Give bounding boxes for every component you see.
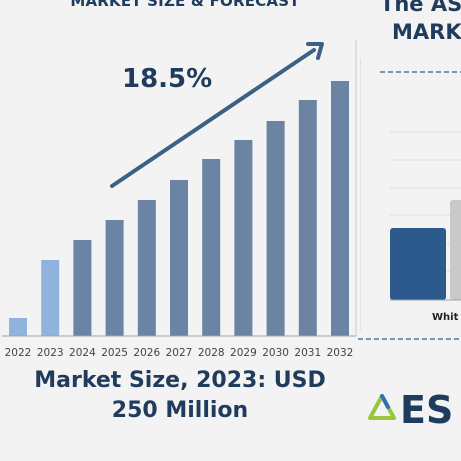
year-label-2023: 2023 [37, 347, 64, 359]
year-label-2022: 2022 [5, 347, 32, 359]
logo-icon [368, 394, 396, 420]
bar-2027 [170, 180, 188, 336]
right-bar-label: Whit [432, 312, 459, 323]
subtitle-line1: Market Size, 2023: USD [34, 368, 326, 393]
year-label-2027: 2027 [166, 347, 193, 359]
year-label-2028: 2028 [198, 347, 225, 359]
bar-2024 [73, 240, 92, 336]
bar-2029 [234, 140, 253, 336]
right-title-line1: The AS [380, 0, 461, 16]
bar-2031 [298, 100, 317, 336]
right-grey-bar [450, 200, 461, 300]
year-label-2025: 2025 [101, 347, 128, 359]
market-size-subtitle: Market Size, 2023: USD 250 Million [0, 366, 360, 426]
year-label-2032: 2032 [327, 347, 354, 359]
right-panel-title: The AS MARKE [380, 0, 461, 46]
year-label-2029: 2029 [230, 347, 257, 359]
right-title-line2: MARKE [392, 20, 461, 44]
year-label-2026: 2026 [133, 347, 160, 359]
year-labels-group: 2022 2023 2024 2025 2026 2027 2028 2029 2030 2031… [5, 347, 354, 359]
cagr-annotation: 18.5% [122, 64, 213, 94]
bars-group [9, 81, 349, 336]
bar-2025 [105, 220, 124, 336]
growth-arrow [110, 42, 324, 188]
subtitle-line2: 250 Million [111, 398, 249, 423]
logo-text: ES [400, 388, 454, 432]
year-label-2031: 2031 [294, 347, 321, 359]
year-label-2024: 2024 [69, 347, 96, 359]
bar-2023 [41, 260, 60, 336]
bar-2022 [9, 318, 27, 336]
bar-2032 [331, 81, 349, 336]
year-label-2030: 2030 [262, 347, 289, 359]
chart-title: MARKET SIZE & FORECAST [70, 0, 300, 10]
bar-2030 [266, 121, 285, 336]
bar-2028 [202, 159, 221, 336]
bar-2026 [137, 200, 156, 336]
right-panel-chart [360, 58, 461, 330]
right-dark-bar [390, 228, 446, 300]
